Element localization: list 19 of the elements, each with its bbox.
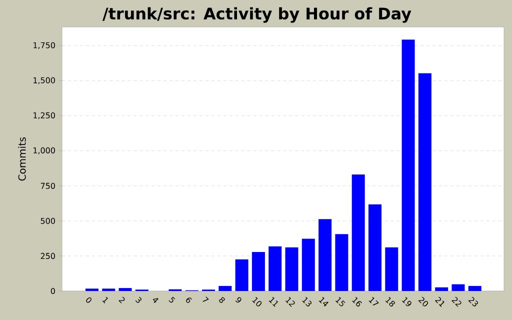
bar [302, 238, 315, 291]
bar [452, 284, 465, 291]
bar [218, 286, 232, 291]
bar [402, 40, 415, 291]
bar [352, 174, 365, 291]
bar [318, 219, 332, 291]
bar [235, 259, 248, 291]
bar [368, 204, 382, 291]
bar [252, 252, 265, 291]
bar [268, 246, 282, 291]
bar [385, 247, 398, 291]
bar [335, 234, 348, 291]
bar [418, 73, 432, 291]
bar [285, 247, 298, 291]
bar [435, 287, 448, 291]
y-axis-title: Commits [18, 137, 26, 181]
bar [118, 288, 132, 291]
chart-title: /trunk/src: Activity by Hour of Day [102, 7, 412, 23]
bar [468, 286, 482, 291]
